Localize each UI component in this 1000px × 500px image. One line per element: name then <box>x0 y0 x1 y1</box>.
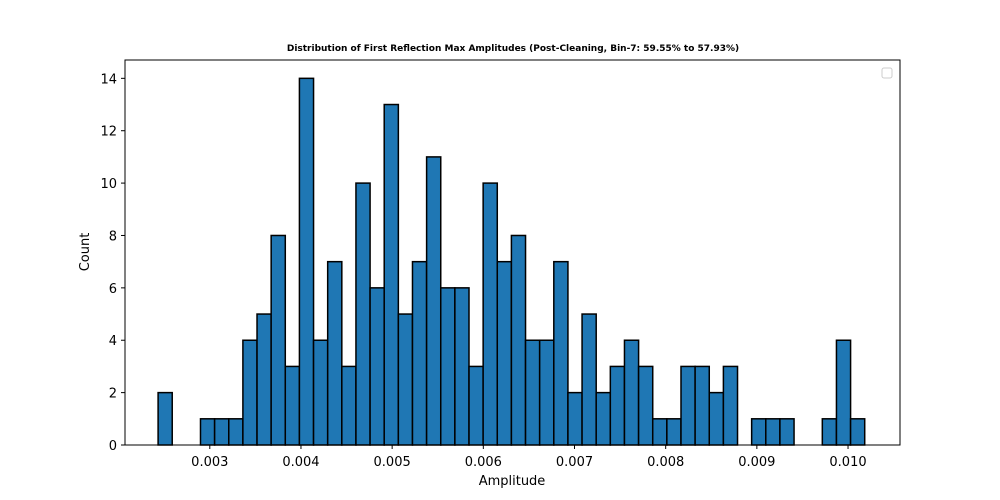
histogram-bar <box>383 103 400 446</box>
x-tick-label: 0.005 <box>374 455 411 470</box>
histogram-bar <box>298 77 315 446</box>
y-tick-label: 12 <box>100 125 117 140</box>
histogram-bar <box>835 339 852 446</box>
y-axis-label: Count <box>78 233 93 272</box>
y-tick-label: 2 <box>109 387 117 402</box>
histogram-bar <box>849 418 866 446</box>
x-axis-ticks: 0.003 0.004 0.005 0.006 0.007 0.008 0.009 0.010 <box>191 445 867 470</box>
histogram-bar <box>553 260 569 446</box>
histogram-bar <box>765 418 781 446</box>
histogram-bar <box>666 418 682 446</box>
histogram-bar <box>779 418 795 446</box>
x-tick-label: 0.009 <box>738 455 775 470</box>
x-tick-label: 0.004 <box>282 455 319 470</box>
histogram-bar <box>538 339 555 446</box>
histogram-bar <box>312 339 329 446</box>
histogram-bar <box>397 313 414 446</box>
histogram-bar <box>637 365 654 446</box>
histogram-bar <box>496 260 513 446</box>
histogram-bar <box>411 260 428 446</box>
y-tick-label: 0 <box>109 439 117 454</box>
histogram-bar <box>242 339 258 446</box>
histogram-bar <box>326 260 343 446</box>
x-tick-label: 0.007 <box>556 455 593 470</box>
x-axis-label: Amplitude <box>479 474 546 489</box>
histogram-bar <box>722 365 739 446</box>
histogram-bar <box>369 287 385 446</box>
y-tick-label: 6 <box>109 282 117 297</box>
y-tick-label: 8 <box>109 229 117 244</box>
histogram-bar <box>694 365 711 446</box>
histogram-bar <box>524 339 541 446</box>
histogram-bar <box>821 418 838 446</box>
histogram-bar <box>750 418 767 446</box>
histogram-bar <box>567 391 583 446</box>
y-tick-label: 10 <box>100 177 117 192</box>
histogram-bar <box>284 365 301 446</box>
histogram-bar <box>651 418 668 446</box>
y-tick-label: 14 <box>100 72 117 87</box>
histogram-bar <box>482 182 499 446</box>
x-tick-label: 0.006 <box>465 455 502 470</box>
histogram-bar <box>355 182 371 446</box>
histogram-bar <box>581 313 597 446</box>
histogram-bar <box>595 391 612 446</box>
x-tick-label: 0.003 <box>191 455 228 470</box>
x-tick-label: 0.008 <box>647 455 684 470</box>
y-tick-label: 4 <box>109 334 117 349</box>
histogram-bar <box>510 234 527 446</box>
histogram-bar <box>439 287 456 446</box>
histogram-bar <box>425 156 442 446</box>
histogram-bar <box>256 313 272 446</box>
legend-box <box>881 67 893 79</box>
histogram-bar <box>199 418 216 446</box>
histogram-bar <box>708 391 725 446</box>
histogram-bar <box>609 365 626 446</box>
histogram-bar <box>468 365 484 446</box>
y-axis-ticks: 0 2 4 6 8 10 12 14 <box>100 72 125 454</box>
histogram-bar <box>623 339 640 446</box>
histogram-bar <box>270 234 287 446</box>
histogram-bar <box>680 365 696 446</box>
histogram-bar <box>228 418 244 446</box>
x-tick-label: 0.010 <box>829 455 866 470</box>
histogram-bar <box>157 391 173 446</box>
chart-title: Distribution of First Reflection Max Amp… <box>287 44 739 54</box>
plot-frame <box>124 59 901 446</box>
histogram-bar <box>213 418 230 446</box>
histogram-bar <box>341 365 357 446</box>
bars-group <box>157 77 866 446</box>
histogram-bar <box>454 287 470 446</box>
